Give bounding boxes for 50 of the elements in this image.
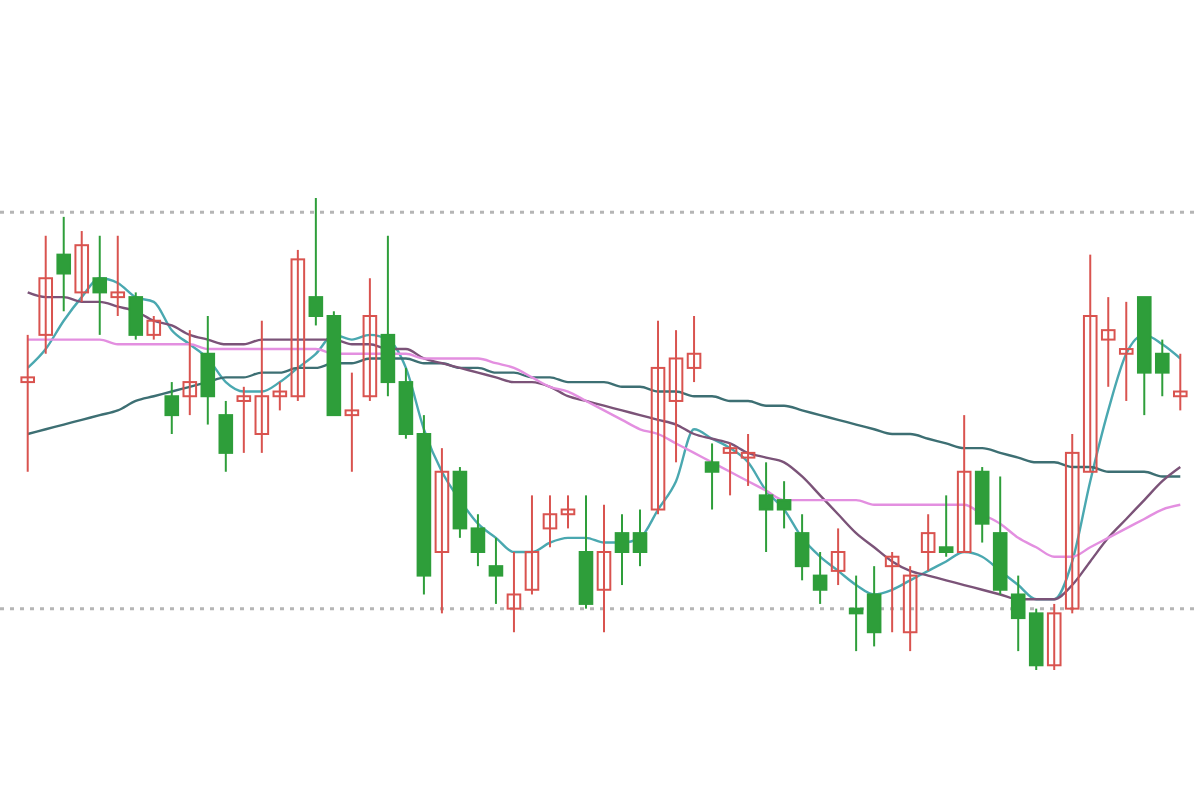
candlestick [200, 315, 216, 426]
candlestick [488, 536, 504, 605]
candlestick [938, 494, 954, 558]
candlestick [218, 399, 234, 473]
candlestick [902, 565, 918, 653]
candlestick [650, 319, 666, 516]
candlestick [506, 551, 522, 634]
candlestick [182, 329, 198, 417]
candlestick [1118, 300, 1134, 402]
candlestick [146, 315, 162, 341]
candlestick [344, 371, 360, 473]
candlestick [866, 565, 882, 648]
candlestick [128, 291, 144, 341]
candlestick [38, 234, 54, 355]
candlestick [794, 513, 810, 582]
candlestick [254, 319, 270, 454]
candlestick [308, 197, 324, 327]
candlestick [560, 494, 576, 530]
candlestick [884, 551, 900, 634]
candlestick [362, 277, 378, 402]
candlestick [758, 461, 774, 553]
candlestick [632, 508, 648, 568]
candlestick [776, 480, 792, 530]
candlestick [92, 234, 108, 336]
candlestick [614, 513, 630, 587]
candlestick [236, 385, 252, 454]
candlestick [272, 381, 288, 412]
candlestick [542, 494, 558, 549]
candlestick [812, 551, 828, 605]
candlestick [20, 333, 36, 473]
candlestick [524, 494, 540, 596]
candlestick [1172, 352, 1188, 412]
candlestick [722, 442, 738, 497]
candlestick [290, 248, 306, 402]
candlestick [56, 215, 72, 313]
candlestick [110, 234, 126, 317]
candlestick [164, 381, 180, 435]
candlestick [704, 442, 720, 511]
candlestick [434, 447, 450, 615]
candlestick [740, 433, 756, 487]
candlestick [920, 513, 936, 572]
candlestick [74, 230, 90, 303]
candlestick [668, 329, 684, 464]
candlestick [380, 234, 396, 398]
candlestick [470, 513, 486, 568]
candlestick [956, 414, 972, 553]
candlestick [596, 503, 612, 634]
candlestick [686, 315, 702, 384]
candlestick [1046, 602, 1062, 671]
candlestick [830, 527, 846, 587]
